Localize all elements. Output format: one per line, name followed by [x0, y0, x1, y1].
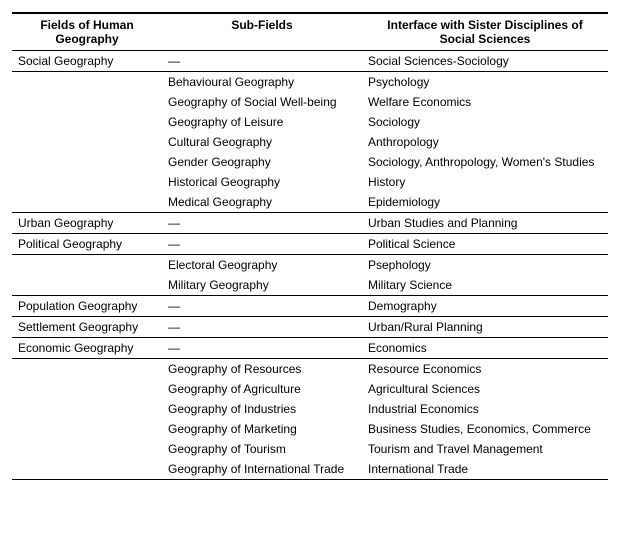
cell-c3: Tourism and Travel Management	[362, 439, 608, 459]
table-row: Geography of ResourcesResource Economics	[12, 359, 608, 380]
table-row: Cultural GeographyAnthropology	[12, 132, 608, 152]
cell-c1: Political Geography	[12, 234, 162, 255]
cell-c1: Social Geography	[12, 51, 162, 72]
table-row: Electoral GeographyPsephology	[12, 255, 608, 276]
cell-c2: —	[162, 213, 362, 234]
table-row: Geography of Social Well-beingWelfare Ec…	[12, 92, 608, 112]
cell-c3: Anthropology	[362, 132, 608, 152]
cell-c2: Geography of Industries	[162, 399, 362, 419]
cell-c3: Business Studies, Economics, Commerce	[362, 419, 608, 439]
cell-c1	[12, 275, 162, 296]
cell-c1: Settlement Geography	[12, 317, 162, 338]
cell-c2: Geography of Marketing	[162, 419, 362, 439]
cell-c3: Resource Economics	[362, 359, 608, 380]
table-row: Geography of TourismTourism and Travel M…	[12, 439, 608, 459]
cell-c3: Economics	[362, 338, 608, 359]
cell-c3: Psephology	[362, 255, 608, 276]
cell-c3: Agricultural Sciences	[362, 379, 608, 399]
cell-c3: Social Sciences-Sociology	[362, 51, 608, 72]
cell-c2: Geography of Social Well-being	[162, 92, 362, 112]
cell-c1	[12, 459, 162, 480]
cell-c3: Psychology	[362, 72, 608, 93]
cell-c2: Electoral Geography	[162, 255, 362, 276]
table-row: Behavioural GeographyPsychology	[12, 72, 608, 93]
table-row: Population Geography—Demography	[12, 296, 608, 317]
cell-c1: Population Geography	[12, 296, 162, 317]
header-interface: Interface with Sister Disciplines of Soc…	[362, 13, 608, 51]
table-row: Gender GeographySociology, Anthropology,…	[12, 152, 608, 172]
cell-c1	[12, 112, 162, 132]
table-row: Social Geography—Social Sciences-Sociolo…	[12, 51, 608, 72]
table-row: Historical GeographyHistory	[12, 172, 608, 192]
cell-c2: Geography of Tourism	[162, 439, 362, 459]
cell-c3: Epidemiology	[362, 192, 608, 213]
cell-c1	[12, 399, 162, 419]
cell-c3: Sociology, Anthropology, Women's Studies	[362, 152, 608, 172]
cell-c1	[12, 439, 162, 459]
table-row: Geography of IndustriesIndustrial Econom…	[12, 399, 608, 419]
cell-c2: Gender Geography	[162, 152, 362, 172]
table-row: Economic Geography—Economics	[12, 338, 608, 359]
table-row: Urban Geography—Urban Studies and Planni…	[12, 213, 608, 234]
cell-c1	[12, 72, 162, 93]
table-row: Medical GeographyEpidemiology	[12, 192, 608, 213]
table-row: Political Geography—Political Science	[12, 234, 608, 255]
header-row: Fields of Human Geography Sub-Fields Int…	[12, 13, 608, 51]
cell-c1	[12, 419, 162, 439]
table-row: Military GeographyMilitary Science	[12, 275, 608, 296]
cell-c3: Urban/Rural Planning	[362, 317, 608, 338]
cell-c1	[12, 192, 162, 213]
cell-c3: Urban Studies and Planning	[362, 213, 608, 234]
cell-c2: —	[162, 317, 362, 338]
cell-c2: Geography of Resources	[162, 359, 362, 380]
cell-c1	[12, 255, 162, 276]
table-row: Geography of International TradeInternat…	[12, 459, 608, 480]
cell-c2: Geography of International Trade	[162, 459, 362, 480]
cell-c3: Military Science	[362, 275, 608, 296]
table-row: Geography of MarketingBusiness Studies, …	[12, 419, 608, 439]
geography-table: Fields of Human Geography Sub-Fields Int…	[12, 12, 608, 480]
cell-c1	[12, 379, 162, 399]
cell-c1	[12, 172, 162, 192]
cell-c1	[12, 359, 162, 380]
cell-c2: Cultural Geography	[162, 132, 362, 152]
cell-c1	[12, 92, 162, 112]
cell-c2: Geography of Agriculture	[162, 379, 362, 399]
cell-c3: Industrial Economics	[362, 399, 608, 419]
cell-c3: Welfare Economics	[362, 92, 608, 112]
cell-c2: —	[162, 234, 362, 255]
cell-c1: Urban Geography	[12, 213, 162, 234]
cell-c2: Historical Geography	[162, 172, 362, 192]
table-row: Geography of LeisureSociology	[12, 112, 608, 132]
table-row: Geography of AgricultureAgricultural Sci…	[12, 379, 608, 399]
cell-c3: Demography	[362, 296, 608, 317]
cell-c2: Geography of Leisure	[162, 112, 362, 132]
cell-c3: History	[362, 172, 608, 192]
cell-c1: Economic Geography	[12, 338, 162, 359]
cell-c3: Political Science	[362, 234, 608, 255]
cell-c2: —	[162, 51, 362, 72]
cell-c2: Medical Geography	[162, 192, 362, 213]
cell-c1	[12, 152, 162, 172]
cell-c2: Behavioural Geography	[162, 72, 362, 93]
cell-c2: —	[162, 296, 362, 317]
cell-c3: International Trade	[362, 459, 608, 480]
cell-c2: —	[162, 338, 362, 359]
cell-c3: Sociology	[362, 112, 608, 132]
header-fields: Fields of Human Geography	[12, 13, 162, 51]
cell-c1	[12, 132, 162, 152]
cell-c2: Military Geography	[162, 275, 362, 296]
header-subfields: Sub-Fields	[162, 13, 362, 51]
table-row: Settlement Geography—Urban/Rural Plannin…	[12, 317, 608, 338]
